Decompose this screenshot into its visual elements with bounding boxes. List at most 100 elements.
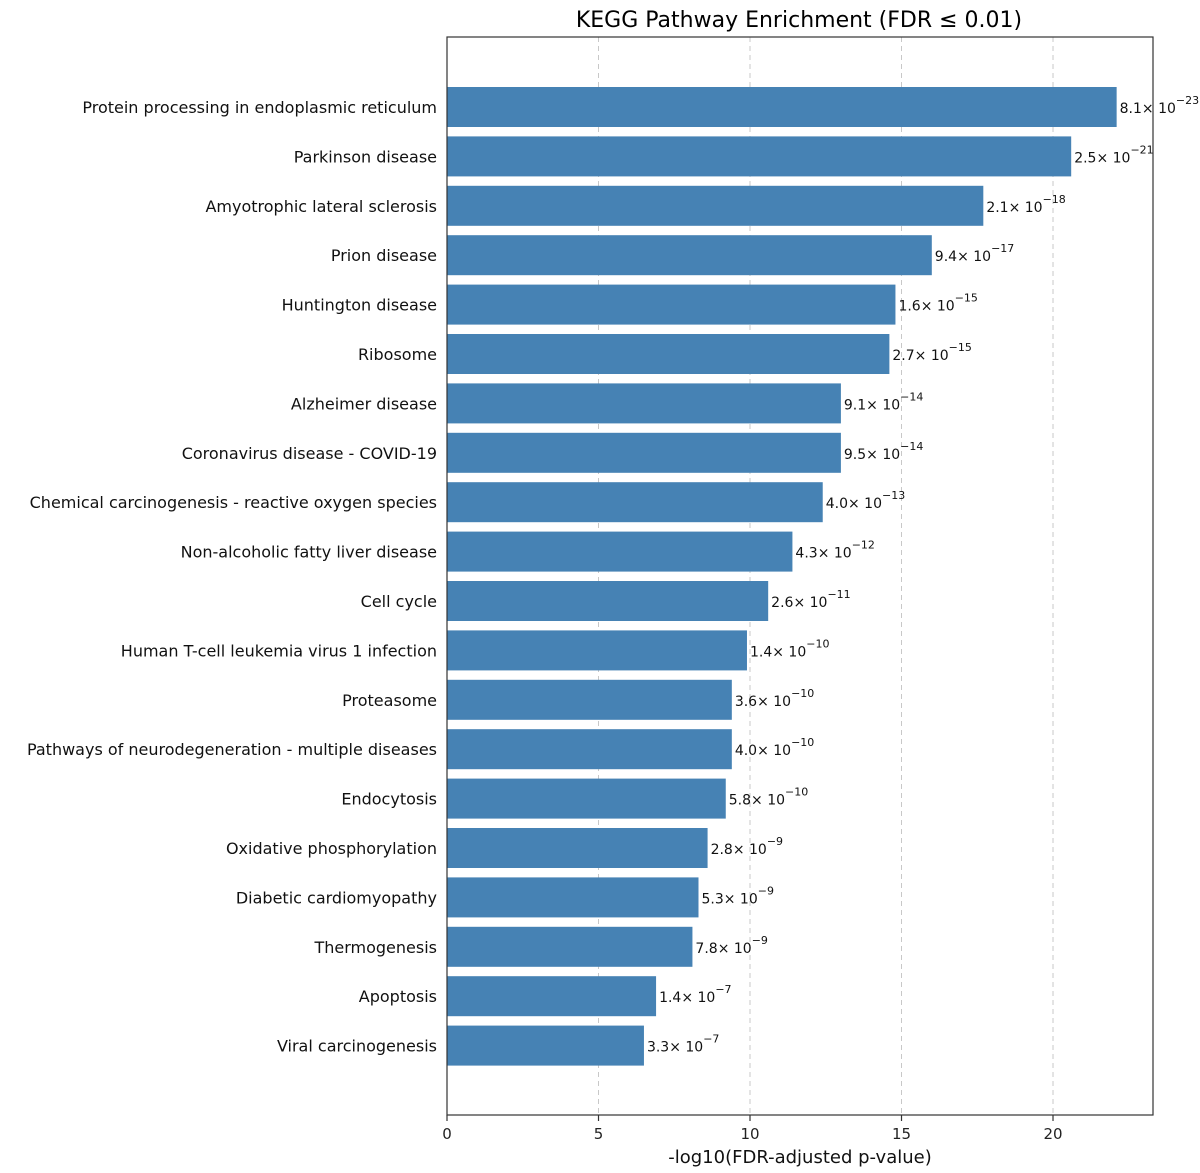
label-mantissa: 9.5 [844,447,866,463]
category-label: Pathways of neurodegeneration - multiple… [27,740,437,759]
category-label: Ribosome [358,345,437,364]
label-exponent: −21 [1130,143,1153,156]
bar-value-label: 9.5× 10−14 [844,440,923,463]
category-label: Protein processing in endoplasmic reticu… [82,98,437,117]
category-label: Parkinson disease [294,147,437,166]
label-mantissa: 3.6 [735,694,757,710]
label-mantissa: 2.6 [771,595,793,611]
category-label: Human T-cell leukemia virus 1 infection [121,641,437,660]
category-label: Proteasome [342,691,437,710]
label-exponent: −10 [791,687,814,700]
bar [447,136,1072,177]
label-exponent: −12 [852,539,875,552]
category-label: Thermogenesis [313,938,437,957]
x-tick-label: 0 [442,1125,452,1143]
bar-value-label: 2.7× 10−15 [892,341,971,364]
label-exponent: −13 [882,489,905,502]
bar-value-label: 1.4× 10−7 [659,983,731,1006]
label-exponent: −15 [955,292,978,305]
bar [447,432,841,473]
label-mantissa: 5.8 [729,793,751,809]
bar [447,581,769,621]
bar-value-label: 9.4× 10−17 [935,242,1014,265]
bar-value-label: 3.3× 10−7 [647,1033,719,1056]
chart-title: KEGG Pathway Enrichment (FDR ≤ 0.01) [576,8,1022,33]
label-exponent: −10 [806,637,829,650]
bar [447,531,793,572]
label-mantissa: 8.1 [1120,101,1142,117]
bar [447,926,693,967]
label-exponent: −7 [715,983,731,996]
x-tick-label: 20 [1043,1125,1062,1143]
label-exponent: −7 [703,1033,719,1046]
label-exponent: −9 [767,835,783,848]
category-label: Endocytosis [341,790,437,809]
x-axis-label: -log10(FDR-adjusted p-value) [668,1147,932,1168]
label-exponent: −10 [785,786,808,799]
bar [447,87,1117,127]
label-mantissa: 4.0 [826,496,848,512]
category-label: Prion disease [331,246,437,265]
bar-value-label: 9.1× 10−14 [844,390,923,413]
bar [447,334,890,374]
bar [447,185,984,226]
bar [447,976,657,1017]
label-mantissa: 1.6 [898,299,920,315]
label-mantissa: 1.4 [659,990,681,1006]
label-exponent: −23 [1176,94,1199,107]
bar-value-label: 2.8× 10−9 [711,835,783,858]
label-mantissa: 2.8 [711,842,733,858]
category-label: Coronavirus disease - COVID-19 [182,444,437,463]
label-exponent: −17 [991,242,1014,255]
category-label: Apoptosis [359,987,437,1006]
category-labels: Protein processing in endoplasmic reticu… [27,98,437,1056]
bar [447,284,896,325]
bar-value-label: 5.8× 10−10 [729,786,808,809]
x-tick-label: 15 [892,1125,911,1143]
category-label: Non-alcoholic fatty liver disease [181,543,437,562]
plot-frame [446,36,1154,1116]
bar-value-label: 5.3× 10−9 [701,884,773,907]
bar [447,729,732,770]
bar-value-label: 3.6× 10−10 [735,687,814,710]
bar-value-labels: 8.1× 10−23 2.5× 10−21 2.1× 10−18 9.4× 10−17… [647,94,1199,1056]
bar-value-label: 4.0× 10−10 [735,736,814,759]
bar [447,482,823,523]
label-exponent: −11 [827,588,850,601]
bar-value-label: 8.1× 10−23 [1120,94,1199,117]
label-exponent: −14 [900,390,923,403]
category-label: Oxidative phosphorylation [226,839,437,858]
bar-value-label: 2.5× 10−21 [1074,143,1153,166]
category-label: Amyotrophic lateral sclerosis [205,197,437,216]
label-mantissa: 4.3 [795,546,817,562]
label-mantissa: 4.0 [735,743,757,759]
label-exponent: −10 [791,736,814,749]
label-mantissa: 2.5 [1074,150,1096,166]
label-mantissa: 3.3 [647,1040,669,1056]
category-label: Viral carcinogenesis [277,1037,437,1056]
label-exponent: −9 [752,934,768,947]
bar-value-label: 2.1× 10−18 [986,193,1065,216]
category-label: Cell cycle [361,592,437,611]
bar [447,679,732,720]
bar-value-label: 4.0× 10−13 [826,489,905,512]
label-mantissa: 9.4 [935,249,957,265]
bar-value-label: 7.8× 10−9 [695,934,767,957]
bars [447,87,1117,1066]
label-exponent: −18 [1043,193,1066,206]
bar [447,1025,644,1066]
bar [447,877,699,918]
bar-value-label: 1.4× 10−10 [750,637,829,660]
bar [447,235,932,276]
bar [447,630,747,671]
label-exponent: −15 [949,341,972,354]
x-tick-label: 10 [740,1125,759,1143]
label-mantissa: 5.3 [701,891,723,907]
bar-value-label: 1.6× 10−15 [898,292,977,315]
label-mantissa: 7.8 [695,941,717,957]
x-tick-label: 5 [594,1125,604,1143]
category-label: Alzheimer disease [291,394,437,413]
label-mantissa: 2.7 [892,348,914,364]
bar-value-label: 4.3× 10−12 [795,539,874,562]
